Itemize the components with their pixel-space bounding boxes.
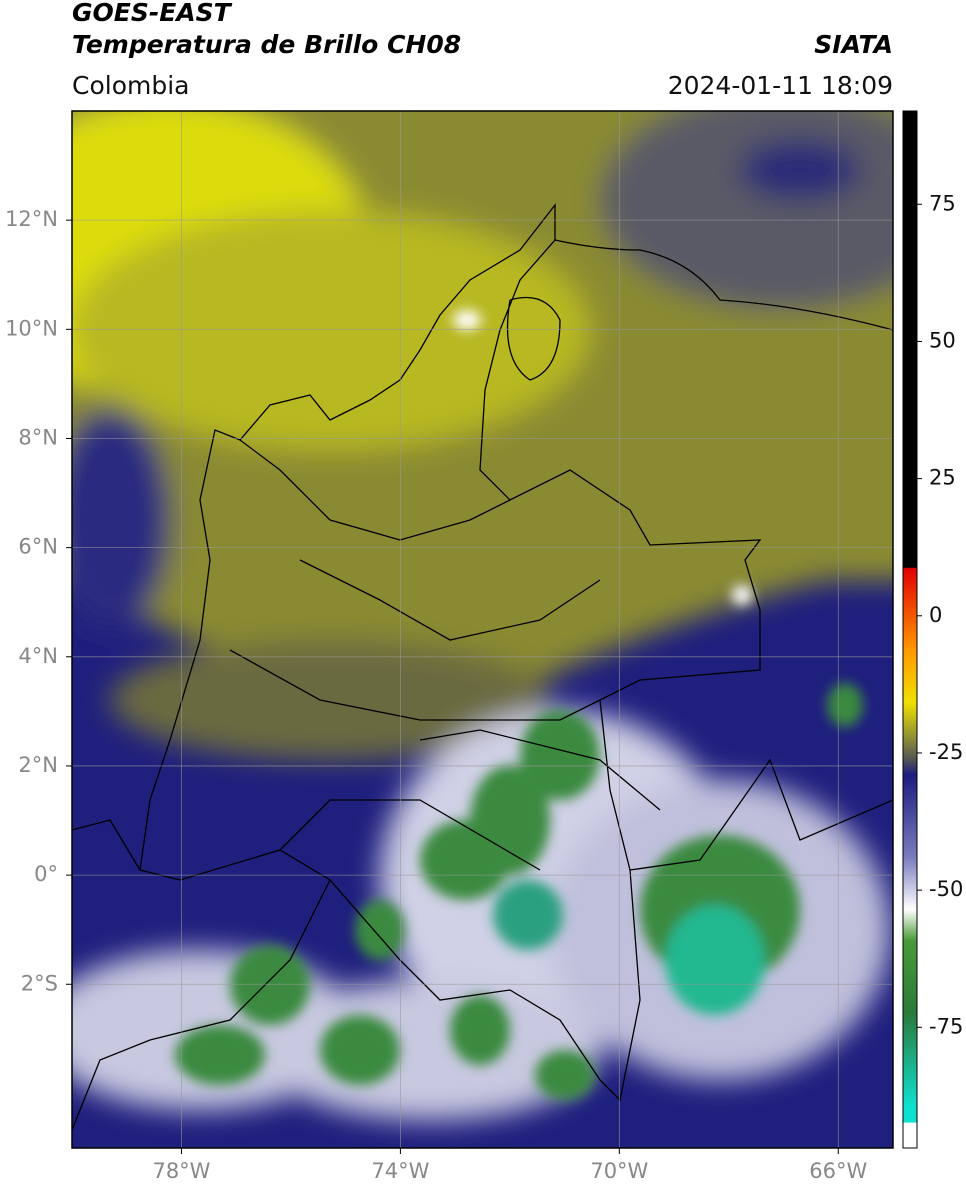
colorbar-tick-label: 50 xyxy=(929,328,956,352)
y-tick-label: 2°N xyxy=(18,753,58,777)
y-tick-label: 8°N xyxy=(18,425,58,449)
y-tick-label: 10°N xyxy=(5,316,58,340)
grid xyxy=(72,111,893,1148)
x-tick-label: 70°W xyxy=(590,1159,648,1183)
product-title: Temperatura de Brillo CH08 xyxy=(72,30,461,59)
y-tick-label: 6°N xyxy=(18,535,58,559)
colorbar-tick-label: -75 xyxy=(929,1014,963,1038)
region-label: Colombia xyxy=(72,71,189,100)
y-tick-label: 2°S xyxy=(21,971,58,995)
y-tick-label: 4°N xyxy=(18,644,58,668)
map-frame xyxy=(71,110,894,1149)
satellite-title: GOES-EAST xyxy=(72,0,233,27)
x-tick-label: 74°W xyxy=(371,1159,429,1183)
colorbar-tick-label: -50 xyxy=(929,877,963,901)
colorbar-tick-label: -25 xyxy=(929,740,963,764)
datetime-label: 2024-01-11 18:09 xyxy=(668,71,893,100)
y-tick-label: 12°N xyxy=(5,207,58,231)
satellite-image xyxy=(72,111,893,1148)
source-label: SIATA xyxy=(814,30,893,59)
borders xyxy=(72,203,893,1131)
x-tick-label: 78°W xyxy=(152,1159,210,1183)
y-tick-label: 0° xyxy=(34,862,58,886)
colorbar-tick-label: 25 xyxy=(929,466,956,490)
colorbar-tick-label: 0 xyxy=(929,603,942,627)
colorbar xyxy=(902,110,918,1149)
colorbar-tick-label: 75 xyxy=(929,191,956,215)
x-tick-label: 66°W xyxy=(809,1159,867,1183)
